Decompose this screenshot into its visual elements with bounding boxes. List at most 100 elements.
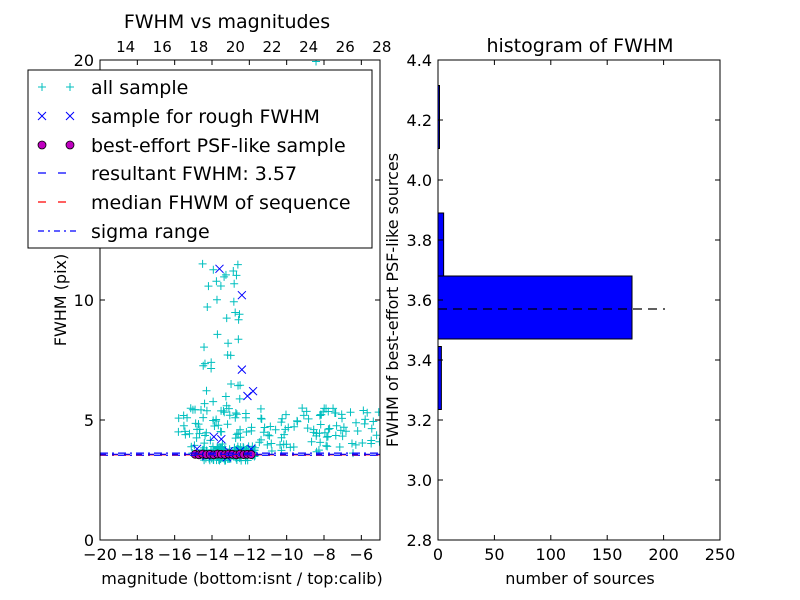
all-sample-point (323, 442, 332, 451)
all-sample-point (218, 440, 227, 449)
all-sample-point (220, 408, 229, 417)
all-sample-point (212, 277, 221, 286)
all-sample-point (257, 414, 266, 423)
scatter-x-tick-label: −12 (232, 545, 266, 564)
scatter-top-tick-label: 24 (299, 38, 318, 56)
all-sample-point (369, 417, 378, 426)
all-sample-point (212, 416, 221, 425)
histogram-y-ticks: 2.8 3.0 3.2 3.4 3.6 3.8 4.0 4.2 4.4 (407, 51, 720, 550)
legend-handle-marker (66, 83, 74, 91)
legend-label-median-fwhm: median FHWM of sequence (91, 192, 351, 214)
all-sample-point (239, 442, 248, 451)
histogram-x-ticks: 0 50 100 150 200 250 (433, 60, 735, 564)
scatter-x-tick-label: −6 (350, 545, 374, 564)
scatter-top-tick-label: 26 (336, 38, 355, 56)
all-sample-point (323, 432, 332, 441)
all-sample-point (263, 440, 272, 449)
scatter-top-tick-label: 22 (262, 38, 281, 56)
all-sample-point (338, 432, 347, 441)
all-sample-point (181, 430, 190, 439)
histogram-bar (437, 275, 633, 340)
all-sample-point (336, 426, 345, 435)
rough-sample-point (237, 290, 247, 300)
scatter-x-tick-label: −14 (195, 545, 229, 564)
all-sample-point (219, 406, 228, 415)
all-sample-point (225, 411, 234, 420)
legend-label-all-sample: all sample (91, 77, 188, 99)
all-sample-point (341, 427, 350, 436)
all-sample-point (293, 416, 302, 425)
all-sample-point (247, 423, 256, 432)
histogram-y-tick-label: 3.0 (407, 471, 432, 490)
all-sample-point (309, 428, 318, 437)
all-sample-point (229, 297, 238, 306)
scatter-x-tick-label: −8 (312, 545, 336, 564)
scatter-reference-lines (100, 452, 380, 456)
all-sample-point (312, 60, 321, 66)
all-sample-point (347, 439, 356, 448)
legend-handle-marker (38, 83, 46, 91)
all-sample-point (174, 427, 183, 436)
all-sample-point (264, 431, 273, 440)
rough-sample-point (243, 391, 252, 401)
all-sample-point (277, 418, 286, 427)
scatter-x-tick-label: −18 (120, 545, 154, 564)
all-sample-point (265, 431, 274, 440)
scatter-y-tick-label: 5 (84, 411, 94, 430)
histogram-y-tick-label: 3.8 (407, 231, 432, 250)
all-sample-point (207, 358, 216, 367)
histogram-y-tick-label: 4.2 (407, 111, 432, 130)
all-sample-point (204, 282, 213, 291)
all-sample-point (221, 270, 230, 279)
legend-handle-marker (65, 111, 75, 121)
scatter-x-axis-label: magnitude (bottom:isnt / top:calib) (101, 569, 382, 588)
histogram-x-tick-label: 0 (433, 545, 443, 564)
all-sample-point (353, 426, 362, 435)
all-sample-point (199, 361, 208, 370)
all-sample-point (281, 410, 290, 419)
all-sample-point (257, 414, 266, 423)
all-sample-point (193, 425, 202, 434)
all-sample-point (196, 405, 205, 414)
all-sample-point (221, 392, 230, 401)
all-sample-point (185, 429, 194, 438)
all-sample-point (257, 435, 266, 444)
all-sample-point (260, 423, 269, 432)
rough-sample-point (216, 434, 226, 444)
rough-sample-point (237, 365, 247, 374)
legend-box (27, 69, 373, 249)
all-sample-point (374, 408, 380, 417)
all-sample-point (231, 434, 240, 443)
all-sample-point (234, 335, 243, 344)
histogram-x-tick-label: 250 (705, 545, 736, 564)
all-sample-point (322, 433, 331, 442)
all-sample-point (202, 406, 211, 415)
scatter-top-tick-label: 14 (116, 38, 135, 56)
all-sample-point (223, 420, 232, 429)
all-sample-point (284, 423, 293, 432)
scatter-top-tick-label: 18 (189, 38, 208, 56)
all-sample-point (234, 429, 243, 438)
all-sample-point (232, 271, 241, 280)
all-sample-point (317, 410, 326, 419)
all-sample-point (224, 339, 233, 348)
all-sample-point (351, 440, 360, 449)
all-sample-point (259, 428, 268, 437)
all-sample-point (224, 404, 233, 413)
all-sample-point (234, 381, 243, 390)
all-sample-point (199, 413, 208, 422)
all-sample-point (316, 420, 325, 429)
all-sample-point (231, 409, 240, 418)
all-sample-point (209, 265, 218, 274)
scatter-x-tick-label: −20 (83, 545, 117, 564)
all-sample-point (335, 443, 344, 452)
scatter-panel: −20 −18 −16 −14 −12 −10 −8 −6 14 16 18 20 22 24 26 28 … (27, 11, 391, 588)
all-sample-point (267, 439, 276, 448)
all-sample-point (358, 439, 367, 448)
all-sample-point (222, 314, 231, 323)
all-sample-point (298, 404, 307, 413)
rough-sample-point (215, 264, 224, 274)
all-sample-point (367, 436, 376, 445)
all-sample-point (200, 439, 209, 448)
scatter-top-tick-label: 16 (153, 38, 172, 56)
